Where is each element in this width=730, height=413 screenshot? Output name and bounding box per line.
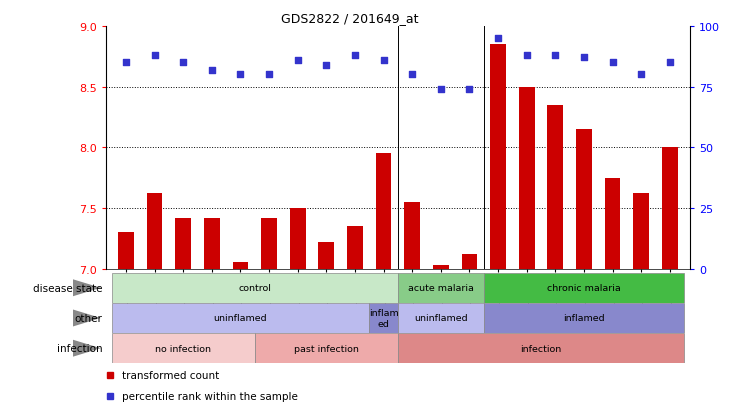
Bar <box>112 273 398 303</box>
Bar <box>233 263 248 269</box>
Point <box>149 52 161 59</box>
Bar <box>112 333 255 363</box>
Point <box>578 55 590 62</box>
Text: uninflamed: uninflamed <box>214 314 267 323</box>
Bar <box>118 233 134 269</box>
Polygon shape <box>73 340 101 357</box>
Point <box>407 72 418 78</box>
Text: other: other <box>74 313 102 323</box>
Point <box>607 60 618 66</box>
Text: GDS2822 / 201649_at: GDS2822 / 201649_at <box>281 12 418 25</box>
Point <box>349 52 361 59</box>
Point <box>635 72 647 78</box>
Point <box>464 86 475 93</box>
Point <box>550 52 561 59</box>
Bar <box>261 218 277 269</box>
Bar <box>369 303 398 333</box>
Bar <box>484 303 684 333</box>
Bar <box>461 254 477 269</box>
Bar <box>404 202 420 269</box>
Bar <box>398 273 484 303</box>
Text: infection: infection <box>56 343 102 354</box>
Bar <box>490 45 506 269</box>
Bar <box>147 194 162 269</box>
Bar <box>398 333 684 363</box>
Polygon shape <box>73 280 101 297</box>
Point <box>292 57 304 64</box>
Point <box>177 60 189 66</box>
Text: uninflamed: uninflamed <box>414 314 468 323</box>
Bar <box>576 130 592 269</box>
Text: percentile rank within the sample: percentile rank within the sample <box>122 391 298 401</box>
Point <box>206 67 218 74</box>
Bar <box>255 333 398 363</box>
Text: chronic malaria: chronic malaria <box>547 284 620 292</box>
Bar <box>290 208 306 269</box>
Bar <box>634 194 649 269</box>
Point <box>435 86 447 93</box>
Bar <box>548 105 563 269</box>
Bar <box>604 178 620 269</box>
Bar <box>318 242 334 269</box>
Point <box>120 60 131 66</box>
Bar <box>662 148 677 269</box>
Polygon shape <box>73 310 101 327</box>
Bar <box>347 226 363 269</box>
Bar <box>398 303 484 333</box>
Text: no infection: no infection <box>155 344 211 353</box>
Point <box>492 36 504 42</box>
Point <box>664 60 676 66</box>
Point <box>520 52 532 59</box>
Bar <box>484 273 684 303</box>
Point <box>234 72 246 78</box>
Point <box>320 62 332 69</box>
Text: infection: infection <box>520 344 561 353</box>
Text: inflamed: inflamed <box>563 314 604 323</box>
Point <box>264 72 275 78</box>
Text: disease state: disease state <box>33 283 102 293</box>
Text: control: control <box>238 284 271 292</box>
Text: inflam
ed: inflam ed <box>369 309 399 328</box>
Bar <box>112 303 369 333</box>
Point <box>377 57 389 64</box>
Bar <box>175 218 191 269</box>
Bar <box>376 154 391 269</box>
Text: acute malaria: acute malaria <box>408 284 474 292</box>
Bar <box>519 88 534 269</box>
Bar <box>204 218 220 269</box>
Text: transformed count: transformed count <box>122 370 220 380</box>
Text: past infection: past infection <box>294 344 358 353</box>
Bar <box>433 265 449 269</box>
